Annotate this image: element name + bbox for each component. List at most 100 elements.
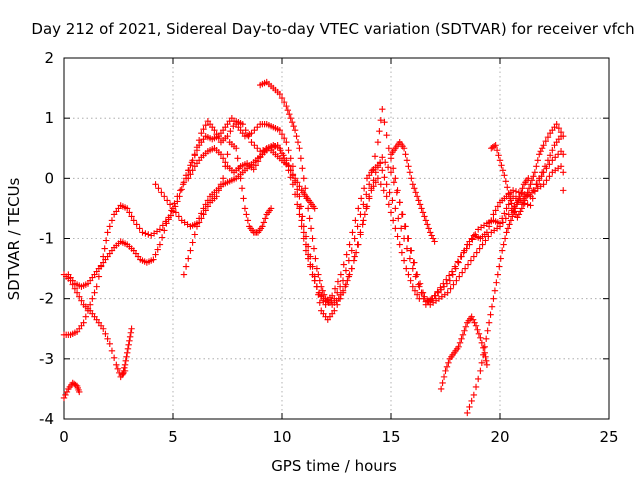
data-point [159,222,167,229]
data-point [467,257,475,264]
data-point [560,133,567,140]
data-point [412,189,419,196]
data-point [413,291,421,298]
data-point [296,211,303,218]
data-point [121,361,129,369]
data-point [361,211,369,218]
data-point [385,201,393,208]
data-point [472,383,480,391]
data-point [499,167,507,174]
data-point [154,246,161,253]
data-point [358,195,365,202]
data-point [176,193,183,200]
data-point [481,343,488,350]
data-point [501,172,508,179]
data-point [490,295,497,302]
data-point [478,339,486,346]
y-tick-label: -2 [39,290,54,308]
data-point [538,145,546,152]
data-point [390,179,398,186]
data-point [440,373,448,381]
data-point [392,205,399,212]
data-point [533,181,541,188]
data-point [80,319,87,326]
data-point [529,195,536,202]
data-point [346,271,353,278]
data-point [262,215,269,222]
data-point [557,129,565,136]
data-point [155,185,162,192]
data-point [555,124,563,132]
data-point [507,217,515,224]
data-point [334,289,341,296]
data-point [152,251,159,258]
data-point [354,223,361,230]
data-point [363,191,370,198]
data-point [304,205,312,212]
data-point [379,167,386,174]
data-point [222,163,229,170]
data-point [416,201,424,208]
data-point [219,175,227,182]
data-points [60,78,567,417]
x-tick-label: 25 [599,428,618,446]
data-point [346,241,353,248]
data-point [128,325,135,332]
data-point [371,153,379,160]
data-point [477,334,484,341]
x-tick-label: 20 [490,428,509,446]
data-point [505,211,512,218]
data-point [524,189,531,196]
data-point [224,151,231,158]
data-point [335,295,342,302]
data-point [343,251,350,258]
data-point [351,235,358,242]
data-point [187,171,194,178]
data-point [93,283,100,290]
data-point [124,205,131,212]
data-point [494,271,502,278]
data-point [276,145,284,152]
data-point [381,118,388,126]
data-point [530,173,537,180]
data-point [480,344,487,352]
data-point [145,231,152,238]
data-point [519,185,526,192]
data-point [136,225,143,232]
data-point [482,335,490,342]
data-point [513,201,520,208]
data-point [497,255,504,262]
data-point [86,301,94,308]
data-point [475,375,482,383]
data-point [278,131,286,138]
data-point [542,138,549,145]
data-point [509,213,516,220]
data-point [291,175,299,182]
data-point [506,221,513,228]
data-point [368,187,375,194]
data-point [211,127,218,134]
data-point [217,181,225,188]
data-point [235,165,243,172]
data-point [380,187,387,194]
data-point [505,190,512,197]
data-point [416,295,423,302]
data-point [126,209,133,216]
data-point [466,241,473,248]
data-point [289,171,297,178]
data-point [108,217,116,224]
y-tick-label: 0 [44,169,54,187]
data-point [509,187,517,194]
data-point [490,211,497,218]
data-point [450,281,457,288]
y-tick-label: -1 [39,230,54,248]
data-point [342,267,350,274]
data-point [191,152,198,159]
data-point [254,123,261,131]
data-point [62,391,69,399]
data-point [392,225,399,232]
data-point [142,230,149,237]
data-point [492,207,499,214]
data-point [372,179,379,186]
data-point [260,219,268,226]
